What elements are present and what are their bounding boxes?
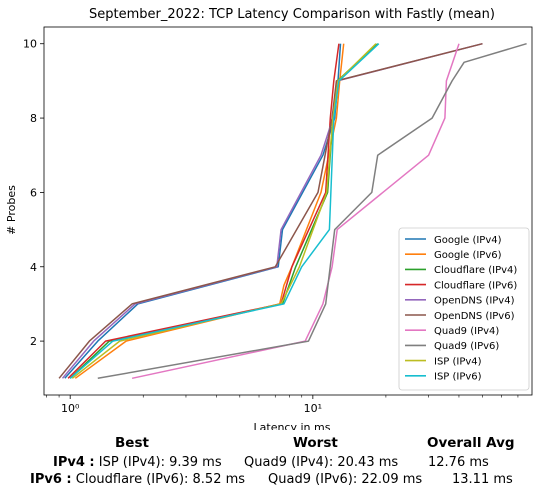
legend-label-6: Quad9 (IPv4) [434, 326, 499, 337]
series-line-9 [69, 43, 380, 379]
y-tick-label-2: 6 [30, 186, 37, 199]
chart-title: September_2022: TCP Latency Comparison w… [89, 7, 495, 22]
ipv4-label: IPv4 : [53, 455, 95, 470]
legend-label-9: ISP (IPv6) [434, 372, 482, 383]
series-line-8 [71, 43, 377, 379]
legend-label-1: Google (IPv6) [434, 250, 502, 261]
legend-label-4: OpenDNS (IPv4) [434, 296, 515, 307]
legend-label-0: Google (IPv4) [434, 235, 502, 246]
ipv4-best: ISP (IPv4): 9.39 ms [98, 455, 222, 470]
legend-box [398, 227, 530, 391]
legend-label-3: Cloudflare (IPv6) [434, 280, 517, 291]
ipv6-best: Cloudflare (IPv6): 8.52 ms [75, 472, 246, 487]
ipv6-worst: Quad9 (IPv6): 22.09 ms [268, 472, 423, 487]
plot-frame [43, 26, 533, 396]
summary-row-ipv6: IPv6 : Cloudflare (IPv6): 8.52 ms [30, 472, 245, 487]
y-tick-label-4: 10 [23, 38, 37, 51]
y-tick-label-0: 2 [30, 335, 37, 348]
latency-chart: September_2022: TCP Latency Comparison w… [5, 7, 533, 434]
y-axis-label: # Probes [5, 185, 18, 235]
legend-label-5: OpenDNS (IPv6) [434, 311, 515, 322]
series-line-5 [58, 42, 483, 379]
summary-header-avg: Overall Avg [427, 435, 515, 451]
ipv6-label: IPv6 : [30, 472, 72, 487]
x-tick-label-0: 10⁰ [61, 402, 80, 415]
chart-svg: September_2022: TCP Latency Comparison w… [5, 7, 533, 434]
ipv6-avg: 13.11 ms [452, 472, 513, 487]
summary-row-ipv4: IPv4 : ISP (IPv4): 9.39 ms [53, 455, 222, 470]
x-tick-label-1: 10¹ [304, 402, 322, 415]
ipv4-worst: Quad9 (IPv4): 20.43 ms [244, 455, 399, 470]
legend-label-8: ISP (IPv4) [434, 356, 482, 367]
series-line-1 [74, 43, 345, 379]
legend-label-2: Cloudflare (IPv4) [434, 265, 517, 276]
summary-header-best: Best [115, 435, 149, 451]
y-tick-label-1: 4 [30, 261, 37, 274]
legend-label-7: Quad9 (IPv6) [434, 341, 499, 352]
x-axis-label: Latency in ms [254, 421, 331, 430]
y-tick-label-3: 8 [30, 112, 37, 125]
series-line-3 [67, 43, 340, 379]
series-line-0 [64, 43, 342, 379]
series-line-7 [97, 42, 527, 380]
ipv4-avg: 12.76 ms [428, 455, 489, 470]
summary-header-worst: Worst [293, 435, 338, 451]
series-line-2 [69, 43, 379, 379]
